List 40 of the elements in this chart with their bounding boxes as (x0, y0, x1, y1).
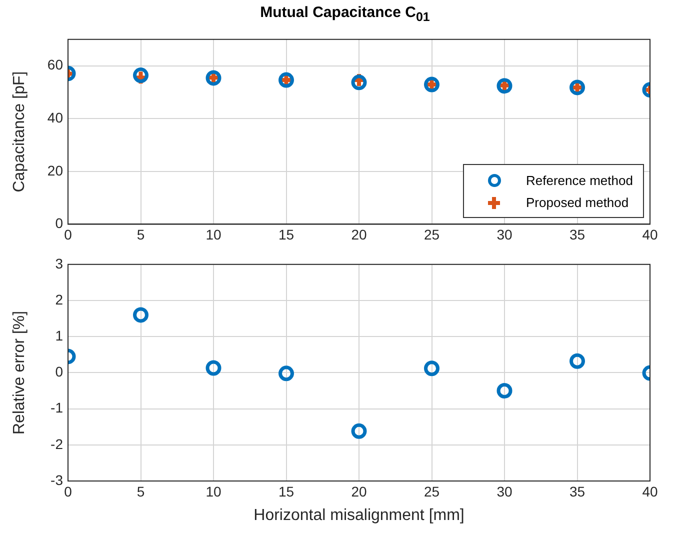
x-tick-label: 35 (569, 226, 586, 242)
y-tick-label: 60 (47, 56, 64, 73)
x-tick-label: 35 (569, 483, 586, 500)
x-tick-label: 30 (496, 226, 512, 242)
y-tick-label: 20 (47, 162, 64, 178)
y-tick-label: 1 (55, 327, 64, 344)
x-tick-label: 30 (496, 483, 512, 500)
point (206, 360, 222, 376)
y-tick-label: 3 (55, 255, 64, 272)
x-tick-label: 20 (351, 226, 367, 242)
x-tick-label: 25 (424, 226, 440, 242)
x-tick-label: 15 (278, 226, 294, 242)
y-tick-label: 40 (47, 109, 64, 126)
point (351, 423, 367, 439)
y-tick-label: 0 (55, 215, 64, 232)
legend-label: Reference method (526, 172, 633, 188)
x-tick-label: 10 (206, 226, 222, 242)
y-axis-title: Relative error [%] (11, 310, 28, 434)
y-tick-label: -3 (50, 472, 64, 488)
legend-label: Proposed method (526, 194, 629, 210)
point (570, 353, 585, 369)
y-tick-label: 2 (55, 291, 64, 308)
x-tick-label: 5 (136, 483, 145, 500)
x-tick-label: 40 (642, 483, 658, 500)
y-axis-title: Capacitance [pF] (11, 71, 28, 192)
x-axis-title: Horizontal misalignment [mm] (254, 506, 464, 524)
point (278, 366, 294, 382)
x-tick-label: 10 (206, 483, 222, 500)
point (496, 383, 512, 398)
x-tick-label: 15 (278, 483, 294, 500)
y-tick-label: -1 (50, 400, 64, 416)
x-tick-label: 5 (136, 226, 145, 242)
point (133, 307, 148, 323)
y-tick-label: 0 (55, 364, 64, 380)
x-tick-label: 25 (424, 483, 440, 500)
x-tick-label: 40 (642, 226, 658, 242)
point (424, 360, 440, 376)
x-tick-label: 20 (351, 483, 367, 500)
y-tick-label: -2 (50, 436, 64, 452)
chart-title: Mutual Capacitance C$_{01}$ (259, 3, 431, 26)
